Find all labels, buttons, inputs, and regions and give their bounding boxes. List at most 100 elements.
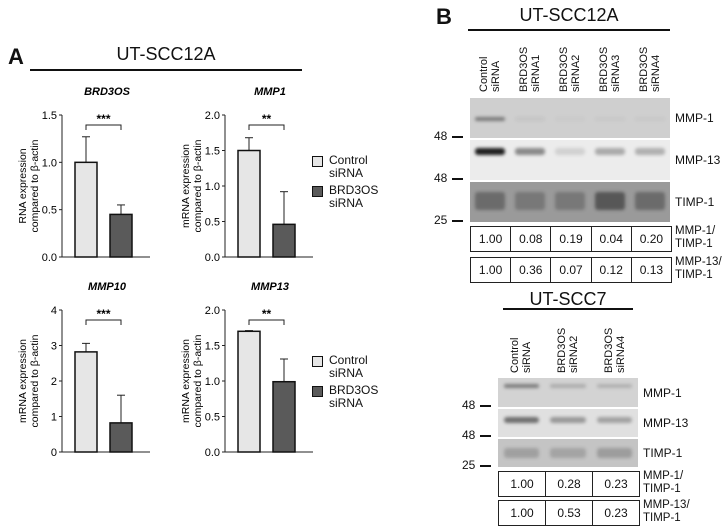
ratio-table: 1.00 0.53 0.23 <box>498 500 640 526</box>
legend-item-brd3os: BRD3OS siRNA <box>312 384 378 410</box>
legend-item-control: Control siRNA <box>312 354 378 380</box>
ratio-cell: 0.19 <box>551 227 592 251</box>
lane-label: BRD3OS siRNA1 <box>518 46 542 92</box>
legend-top: Control siRNA BRD3OS siRNA <box>312 154 378 210</box>
band <box>634 192 666 210</box>
legend-swatch-brd3os <box>312 386 323 397</box>
band <box>514 192 546 210</box>
y-tick-label: 1 <box>51 412 57 424</box>
y-tick-label: 0.5 <box>205 217 220 229</box>
panel-a-rule <box>30 69 302 71</box>
y-axis-label: mRNA expression <box>180 144 192 228</box>
y-tick-label: 1.5 <box>205 146 220 158</box>
y-tick-label: 1.5 <box>205 341 220 353</box>
protein-label: TIMP-1 <box>675 195 715 209</box>
band <box>634 148 666 155</box>
ratio-cell: 1.00 <box>471 227 512 251</box>
legend-label-control: Control siRNA <box>329 353 368 380</box>
bar-control <box>237 149 261 258</box>
protein-label: MMP-1 <box>643 385 682 400</box>
blot-mmp-13 <box>470 140 670 180</box>
lane-label: BRD3OS siRNA2 <box>556 327 580 373</box>
chart-title: MMP1 <box>254 86 286 98</box>
y-tick-label: 0 <box>51 447 57 459</box>
blot-timp-1 <box>470 182 670 222</box>
panel-b-group2-rule <box>503 308 633 310</box>
bar-control <box>74 351 98 453</box>
panel-b-group1-rule <box>468 29 670 31</box>
significance-bracket <box>85 124 122 130</box>
chart-title: MMP10 <box>88 281 127 293</box>
band <box>594 192 626 210</box>
ratio-cell: 0.13 <box>639 263 664 277</box>
y-axis-label: mRNA expression <box>180 339 192 423</box>
legend-item-control: Control siRNA <box>312 154 378 180</box>
band <box>596 384 633 388</box>
y-axis-label: compared to β-actin <box>29 139 41 232</box>
bar-brd3os <box>109 213 133 258</box>
legend-label-brd3os: BRD3OS siRNA <box>329 383 379 410</box>
band <box>503 417 540 423</box>
band <box>554 148 586 155</box>
ratio-cell: 0.04 <box>592 227 632 251</box>
bar-control <box>74 161 98 258</box>
y-tick-label: 0.0 <box>205 252 220 264</box>
lane-label: Control siRNA <box>478 56 502 92</box>
bar-brd3os <box>109 422 133 453</box>
ratio-label: MMP-13/TIMP-1 <box>643 499 690 524</box>
y-tick-label: 1.5 <box>42 110 57 122</box>
ratio-table: 1.00 0.08 0.19 0.04 0.20 <box>470 226 672 252</box>
legend-label-brd3os: BRD3OS siRNA <box>329 183 379 210</box>
band <box>594 117 626 121</box>
ratio-label: MMP-1/TIMP-1 <box>643 470 684 495</box>
y-tick-label: 0.0 <box>205 447 220 459</box>
protein-label: TIMP-1 <box>643 446 683 460</box>
band <box>503 384 540 388</box>
ratio-table: 1.00 0.36 0.07 0.12 0.13 <box>470 257 672 283</box>
mw-marker: 25 <box>462 458 491 472</box>
blot-mmp-1 <box>470 98 670 138</box>
ratio-cell: 0.07 <box>551 258 592 282</box>
y-tick-label: 0.5 <box>205 412 220 424</box>
y-tick-label: 1.0 <box>205 181 220 193</box>
band <box>474 192 506 210</box>
y-tick-label: 1.0 <box>42 157 57 169</box>
lane-label: BRD3OS siRNA4 <box>638 46 662 92</box>
ratio-table: 1.00 0.28 0.23 <box>498 471 640 497</box>
mw-marker: 25 <box>434 213 463 227</box>
significance-bracket <box>248 124 285 130</box>
ratio-cell: 0.08 <box>511 227 552 251</box>
band <box>555 117 585 121</box>
band <box>596 417 633 423</box>
legend-swatch-brd3os <box>312 186 323 197</box>
ratio-cell: 1.00 <box>471 258 512 282</box>
band <box>596 448 633 458</box>
band <box>474 117 506 121</box>
lane-label: BRD3OS siRNA3 <box>598 46 622 92</box>
significance-stars: *** <box>96 307 110 321</box>
panel-a-title: UT-SCC12A <box>116 44 216 64</box>
bar-control <box>237 330 261 453</box>
ratio-label: MMP-13/TIMP-1 <box>675 256 722 281</box>
blot-mmp-1 <box>498 378 638 407</box>
ratio-cell: 1.00 <box>499 472 546 496</box>
band <box>554 192 586 210</box>
legend-label-control: Control siRNA <box>329 153 368 180</box>
ratio-cell: 0.36 <box>511 258 552 282</box>
ratio-label: MMP-1/TIMP-1 <box>675 225 716 250</box>
bar-brd3os <box>272 223 296 258</box>
chart-title: MMP13 <box>251 281 289 293</box>
band <box>474 148 506 155</box>
panel-b-letter: B <box>436 4 452 29</box>
protein-label: MMP-13 <box>643 416 689 430</box>
y-axis-label: mRNA expression <box>17 339 29 423</box>
panel-a-letter: A <box>8 44 24 69</box>
mw-marker: 48 <box>462 398 491 412</box>
legend-swatch-control <box>312 356 323 367</box>
ratio-cell: 0.20 <box>639 232 664 246</box>
blot-timp-1 <box>498 439 638 467</box>
lane-label: Control siRNA <box>509 337 534 373</box>
y-tick-label: 0.5 <box>42 205 57 217</box>
band <box>550 417 586 423</box>
